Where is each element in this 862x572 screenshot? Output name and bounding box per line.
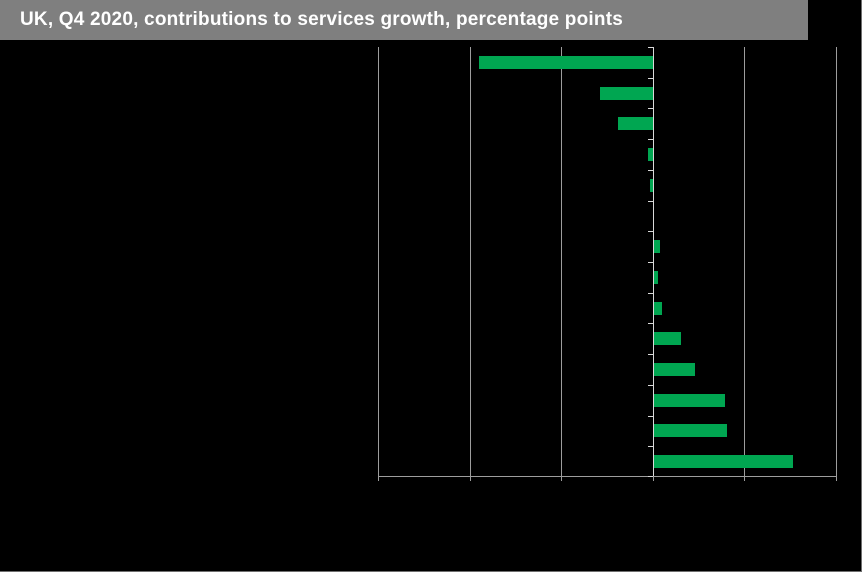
gridline bbox=[744, 47, 746, 477]
bar bbox=[653, 393, 726, 407]
x-axis-tick bbox=[561, 477, 563, 481]
category-axis-tick bbox=[647, 77, 653, 79]
bar bbox=[653, 363, 695, 376]
category-axis-tick bbox=[647, 354, 653, 356]
gridline bbox=[561, 47, 563, 477]
x-axis-line bbox=[378, 476, 836, 477]
chart-title: UK, Q4 2020, contributions to services g… bbox=[20, 9, 623, 30]
bar bbox=[650, 178, 653, 192]
zero-gridline bbox=[652, 47, 654, 477]
x-axis-tick bbox=[652, 477, 654, 481]
gridline bbox=[469, 47, 471, 477]
bar bbox=[653, 240, 661, 254]
category-axis-tick bbox=[647, 108, 653, 110]
bar bbox=[653, 301, 662, 315]
bar bbox=[599, 86, 653, 100]
category-axis-tick bbox=[647, 169, 653, 171]
bar bbox=[478, 55, 653, 69]
category-axis-tick bbox=[647, 262, 653, 263]
chart-title-bar: UK, Q4 2020, contributions to services g… bbox=[0, 0, 808, 40]
category-axis-tick bbox=[647, 446, 653, 448]
x-axis-tick bbox=[378, 477, 379, 481]
bar bbox=[653, 270, 659, 284]
x-axis-tick bbox=[744, 477, 746, 481]
category-axis-tick bbox=[647, 200, 653, 202]
category-axis-tick bbox=[647, 231, 653, 233]
category-axis-tick bbox=[647, 384, 653, 386]
category-axis-tick bbox=[647, 476, 653, 477]
category-axis-tick bbox=[647, 139, 653, 141]
bar bbox=[618, 117, 653, 131]
category-axis-tick bbox=[647, 415, 653, 417]
plot-area bbox=[378, 47, 837, 481]
bar bbox=[653, 332, 682, 346]
bar bbox=[653, 424, 728, 438]
bar bbox=[653, 455, 793, 469]
x-axis-tick bbox=[836, 477, 837, 481]
x-axis-tick bbox=[469, 477, 471, 481]
bar bbox=[648, 148, 653, 161]
category-axis-tick bbox=[647, 323, 653, 325]
category-axis-tick bbox=[647, 47, 653, 48]
gridline bbox=[836, 47, 837, 477]
gridline bbox=[378, 47, 379, 477]
category-axis-tick bbox=[647, 292, 653, 294]
